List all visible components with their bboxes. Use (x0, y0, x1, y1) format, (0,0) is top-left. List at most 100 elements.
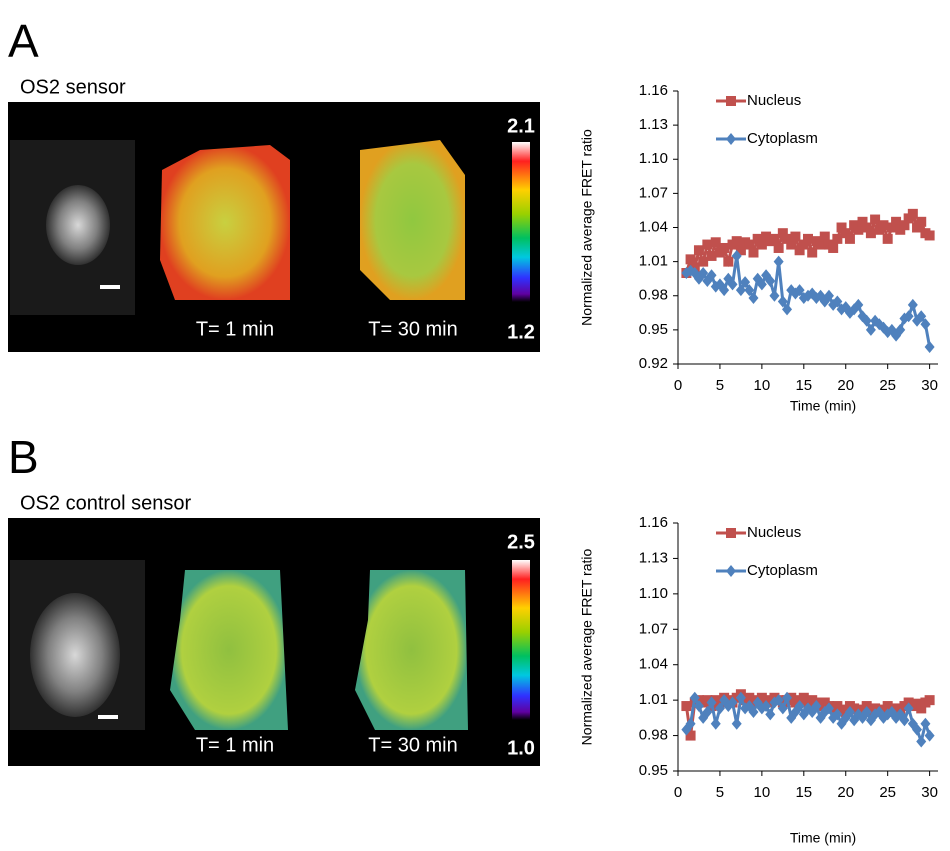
y-tick-label: 0.98 (639, 727, 668, 744)
x-tick-label: 10 (754, 377, 771, 394)
panel-caption: OS2 control sensor (20, 492, 192, 514)
marker (693, 700, 704, 713)
legend-marker (726, 565, 736, 577)
legend-marker (726, 528, 736, 538)
x-tick-label: 30 (921, 377, 938, 394)
marker (920, 318, 931, 331)
time-label: T= 1 min (196, 318, 274, 340)
marker (886, 222, 897, 233)
marker (782, 233, 793, 244)
y-axis-title: Normalized average FRET ratio (579, 129, 595, 326)
colorbar-max: 2.1 (507, 115, 535, 137)
marker (832, 295, 843, 308)
marker (786, 239, 797, 250)
marker (920, 717, 931, 730)
scale-bar (98, 715, 118, 719)
marker (916, 310, 927, 323)
marker (748, 292, 759, 305)
marker (756, 278, 767, 291)
marker (857, 216, 868, 227)
x-tick-label: 15 (795, 784, 812, 801)
marker (689, 691, 700, 704)
marker (769, 233, 780, 244)
marker (895, 323, 906, 336)
marker (815, 239, 826, 250)
y-tick-label: 1.04 (639, 218, 668, 235)
marker (702, 239, 713, 250)
x-tick-label: 5 (716, 377, 724, 394)
y-tick-label: 1.13 (639, 549, 668, 566)
marker (773, 242, 784, 253)
marker (765, 274, 776, 287)
marker (907, 208, 918, 219)
y-tick-label: 1.01 (639, 253, 668, 270)
y-tick-label: 0.95 (639, 762, 668, 779)
y-tick-label: 1.16 (639, 514, 668, 531)
marker (798, 239, 809, 250)
marker (723, 256, 734, 267)
marker (844, 705, 855, 718)
marker (761, 700, 772, 713)
x-tick-label: 10 (754, 784, 771, 801)
marker (731, 249, 742, 262)
marker (823, 289, 834, 302)
marker (794, 700, 805, 713)
marker (924, 230, 935, 241)
y-tick-label: 1.10 (639, 585, 668, 602)
marker (870, 214, 881, 225)
marker (861, 314, 872, 327)
marker (702, 705, 713, 718)
marker (861, 705, 872, 718)
marker (899, 220, 910, 231)
x-tick-label: 0 (674, 784, 682, 801)
y-tick-label: 1.01 (639, 691, 668, 708)
marker (731, 717, 742, 730)
x-tick-label: 25 (879, 784, 896, 801)
panel-caption: OS2 sensor (20, 76, 126, 98)
marker (836, 222, 847, 233)
marker (681, 701, 692, 712)
marker (719, 242, 730, 253)
marker (782, 303, 793, 316)
legend-marker (726, 96, 736, 106)
marker (823, 702, 834, 715)
y-tick-label: 0.95 (639, 321, 668, 338)
marker (882, 233, 893, 244)
micrographs (8, 102, 540, 766)
marker (744, 284, 755, 297)
panel-letter: A (8, 15, 39, 67)
marker (731, 236, 742, 247)
marker (706, 696, 717, 709)
colorbar-max: 2.5 (507, 531, 535, 553)
marker (765, 708, 776, 721)
x-tick-label: 25 (879, 377, 896, 394)
marker (790, 231, 801, 242)
marker (907, 298, 918, 311)
marker (832, 708, 843, 721)
y-tick-label: 0.92 (639, 355, 668, 372)
colorbar-min: 1.2 (507, 321, 535, 343)
y-tick-label: 1.10 (639, 150, 668, 167)
legend-label: Cytoplasm (747, 562, 818, 579)
marker (710, 717, 721, 730)
marker (773, 694, 784, 707)
y-tick-label: 1.04 (639, 656, 668, 673)
marker (735, 245, 746, 256)
marker (727, 696, 738, 709)
marker (916, 735, 927, 748)
marker (735, 284, 746, 297)
y-tick-label: 1.07 (639, 184, 668, 201)
y-tick-label: 0.98 (639, 287, 668, 304)
marker (698, 256, 709, 267)
marker (865, 228, 876, 239)
marker (819, 231, 830, 242)
marker (706, 250, 717, 261)
marker (899, 714, 910, 727)
marker (714, 702, 725, 715)
marker (828, 242, 839, 253)
marker (794, 284, 805, 297)
y-axis-title: Normalized average FRET ratio (579, 548, 595, 745)
x-axis-title: Time (min) (790, 398, 856, 414)
marker (777, 702, 788, 715)
y-tick-label: 1.13 (639, 116, 668, 133)
